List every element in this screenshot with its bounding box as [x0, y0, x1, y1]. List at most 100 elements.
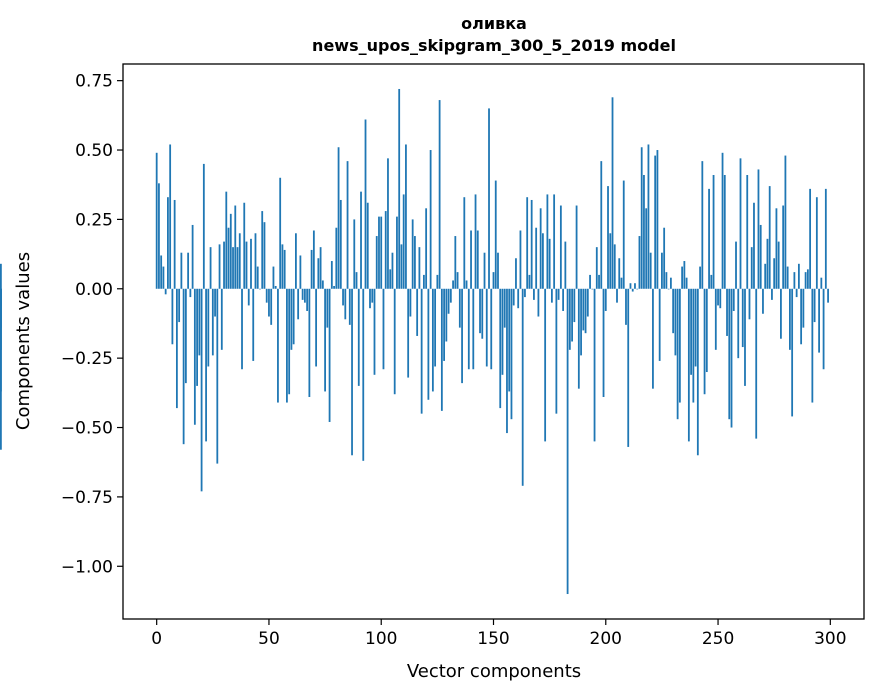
bar-223: [656, 150, 659, 289]
bar-175: [548, 238, 551, 289]
bar-69: [310, 249, 313, 289]
x-tick-label: 200: [590, 629, 622, 649]
bar-34: [232, 247, 234, 289]
bar-221: [652, 288, 654, 389]
bar-190: [582, 288, 585, 331]
bar-212: [631, 288, 634, 292]
bar-73: [319, 247, 322, 289]
bar-132: [452, 280, 454, 289]
bar-110: [402, 194, 405, 289]
bar-57: [283, 249, 286, 289]
chart-title-line-2: news_upos_skipgram_300_5_2019 model: [312, 36, 676, 55]
bar-1: [158, 183, 160, 289]
bar-269: [759, 224, 762, 289]
bar-208: [622, 180, 625, 289]
bar-30: [223, 241, 225, 289]
bar-231: [674, 288, 677, 356]
bar-18: [196, 288, 198, 386]
bar-42: [250, 238, 252, 289]
bar-199: [602, 288, 605, 397]
bar-213: [634, 283, 636, 289]
bar-248: [712, 175, 715, 289]
bar-40: [245, 241, 248, 289]
bar-198: [600, 161, 603, 289]
bar-9: [175, 288, 178, 409]
bar-66: [303, 288, 306, 303]
bar-226: [663, 227, 666, 289]
bar-204: [613, 244, 616, 289]
bar-254: [726, 288, 728, 336]
bar-62: [295, 233, 297, 289]
bar-266: [753, 202, 755, 289]
bar-92: [362, 288, 365, 461]
plot-frame: [122, 63, 865, 620]
bar-237: [687, 288, 690, 442]
bar-105: [391, 252, 394, 289]
bar-series: [0, 88, 829, 595]
bar-136: [461, 288, 463, 384]
bar-224: [658, 288, 661, 361]
bar-194: [591, 288, 594, 290]
bar-7: [171, 288, 174, 345]
bar-256: [730, 288, 733, 428]
bar-97: [373, 288, 376, 375]
bar-157: [508, 288, 511, 392]
bar-3: [162, 266, 165, 289]
bar-182: [564, 241, 567, 289]
bar-99: [378, 216, 380, 289]
bar-116: [416, 288, 419, 336]
bar-189: [580, 288, 582, 356]
bar-177: [553, 194, 556, 289]
chart-title-line-1: оливка: [461, 14, 527, 33]
bar-202: [609, 233, 612, 289]
bar-234: [681, 266, 684, 289]
bar-37: [238, 233, 241, 289]
bar-276: [775, 208, 778, 289]
bar-225: [661, 252, 663, 289]
bar-172: [542, 233, 544, 289]
bar-14: [187, 252, 190, 289]
bar-24: [209, 247, 212, 289]
bar-60: [290, 288, 293, 350]
bar-287: [800, 288, 803, 345]
bar-61: [292, 288, 295, 345]
bar-10: [178, 288, 181, 323]
bar-98: [375, 236, 378, 289]
bar-297: [822, 288, 825, 370]
bar-258: [735, 241, 737, 289]
bar-101: [382, 288, 385, 370]
bar-84: [344, 288, 347, 320]
x-tick-label: 50: [258, 629, 280, 649]
bar-184: [568, 288, 571, 350]
bar-292: [811, 288, 814, 403]
bar-185: [571, 288, 573, 342]
bar-44: [254, 233, 257, 289]
bar-49: [265, 288, 268, 303]
bar-90: [357, 288, 360, 386]
bar-33: [229, 213, 232, 289]
bar-243: [701, 161, 704, 289]
bar-207: [620, 277, 623, 289]
y-tick-label: 0.50: [75, 141, 113, 161]
bar-122: [429, 150, 432, 289]
bar-89: [355, 272, 358, 289]
bar-51: [270, 288, 273, 325]
bar-264: [748, 288, 751, 320]
bar-183: [566, 288, 569, 595]
y-axis-ticks: 0.75 0.50 0.25 0.00 −0.25 −0.50 −0.75 −1.00: [61, 72, 123, 577]
bar-291: [809, 188, 812, 289]
bar-21: [202, 163, 205, 289]
x-axis-ticks: 0 50 100 150 200 250 300: [151, 619, 847, 649]
bar-82: [339, 199, 342, 289]
bar-265: [750, 247, 753, 289]
bar-22: [205, 288, 207, 442]
bar-227: [665, 272, 668, 289]
bar-64: [299, 255, 302, 289]
bar-48: [263, 222, 266, 289]
bar-294: [815, 197, 818, 289]
bar-32: [227, 227, 230, 289]
bar-179: [557, 288, 560, 300]
y-tick-label: 0.75: [75, 72, 113, 92]
bar-67: [306, 288, 309, 311]
